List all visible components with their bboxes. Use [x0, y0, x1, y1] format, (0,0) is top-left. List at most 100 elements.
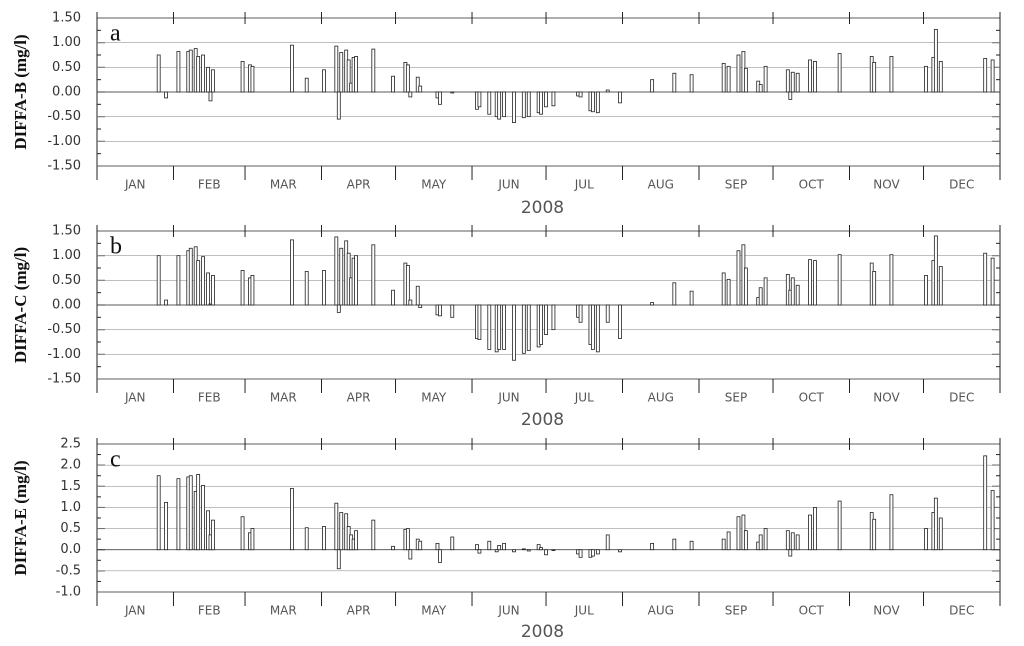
bar: [721, 62, 726, 93]
month-label: FEB: [198, 604, 221, 618]
y-tick-label: -1.00: [47, 134, 81, 149]
bar: [595, 304, 600, 353]
bar: [354, 530, 358, 551]
bar: [785, 274, 790, 306]
month-label: JUN: [497, 178, 519, 192]
bar: [339, 512, 344, 551]
bar: [758, 84, 763, 93]
month-label: DEC: [949, 604, 974, 618]
bar: [990, 59, 995, 93]
bar: [650, 79, 655, 93]
bar: [689, 74, 694, 93]
bar: [164, 501, 168, 551]
bar: [477, 304, 482, 340]
bar: [790, 71, 795, 93]
bar: [438, 549, 442, 563]
bar: [872, 62, 877, 93]
y-tick-label: 0.00: [52, 298, 81, 313]
bar: [726, 65, 731, 93]
bar: [438, 304, 442, 317]
month-label: APR: [347, 604, 371, 618]
bar: [156, 475, 161, 551]
bar: [450, 304, 455, 318]
bar: [354, 255, 358, 306]
bar: [721, 272, 726, 306]
bar: [795, 284, 800, 306]
bar: [290, 44, 294, 93]
bar: [785, 69, 790, 93]
y-axis-label: DIFFA-B (mg/l): [11, 34, 30, 149]
bar: [983, 58, 988, 93]
bar: [354, 56, 358, 93]
bar: [334, 236, 339, 306]
month-label: AUG: [648, 604, 674, 618]
bar: [208, 91, 213, 102]
bar: [672, 72, 677, 93]
bar: [578, 304, 583, 323]
bar: [758, 287, 763, 306]
panel-letter: c: [110, 447, 121, 473]
bar: [176, 255, 181, 306]
bar: [813, 61, 817, 93]
bar: [591, 549, 595, 557]
bar: [808, 259, 812, 306]
bar: [990, 490, 995, 551]
bar: [502, 304, 506, 350]
bar: [591, 91, 595, 113]
y-tick-label: -1.50: [47, 159, 81, 174]
bar: [743, 267, 748, 306]
month-label: JUL: [574, 604, 594, 618]
bar: [924, 528, 928, 551]
bar: [304, 77, 309, 93]
y-tick-label: 2.5: [60, 437, 81, 452]
month-label: OCT: [799, 391, 825, 405]
bar: [408, 299, 413, 306]
month-label: MAY: [421, 178, 447, 192]
bar: [924, 65, 928, 93]
bar: [512, 91, 516, 123]
bar: [415, 285, 420, 306]
bar: [156, 54, 161, 93]
bar: [290, 487, 294, 551]
bar: [156, 255, 161, 306]
bar: [487, 304, 492, 350]
x-axis-label: 2008: [521, 622, 564, 642]
y-axis-label: DIFFA-E (mg/l): [11, 460, 30, 575]
bar: [477, 91, 482, 108]
bar: [188, 247, 193, 306]
bar: [795, 534, 800, 551]
bar: [206, 510, 210, 551]
y-tick-label: 1.50: [52, 224, 81, 239]
bar: [415, 76, 420, 93]
bar: [408, 549, 413, 560]
bar: [591, 304, 595, 350]
bar: [250, 528, 255, 551]
bar: [487, 540, 492, 551]
bar: [763, 528, 768, 551]
bar: [334, 502, 339, 551]
bar: [605, 89, 610, 93]
bar: [240, 61, 245, 93]
y-tick-label: 0.00: [52, 85, 81, 100]
bar: [336, 91, 341, 120]
bar: [736, 54, 741, 93]
bar: [497, 304, 502, 350]
month-label: JAN: [124, 391, 146, 405]
month-label: JUN: [497, 604, 519, 618]
bar: [502, 91, 506, 118]
bar: [418, 540, 423, 551]
bar: [450, 536, 455, 551]
bar: [250, 65, 255, 93]
month-label: SEP: [725, 178, 747, 192]
bar: [322, 69, 326, 93]
bar: [391, 545, 395, 551]
bar: [938, 61, 943, 93]
bar: [521, 304, 526, 354]
month-label: DEC: [949, 178, 974, 192]
bar: [304, 271, 309, 306]
bar: [211, 519, 215, 551]
bar: [618, 91, 622, 104]
bar: [512, 304, 516, 361]
month-label: NOV: [873, 178, 900, 192]
